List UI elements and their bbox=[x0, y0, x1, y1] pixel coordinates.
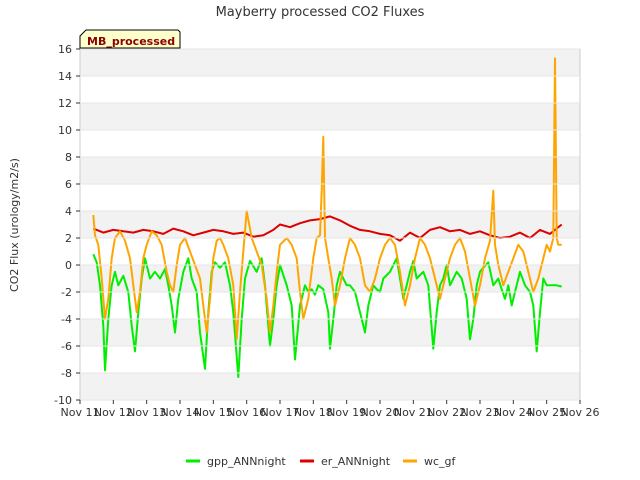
annotation-tag: MB_processed bbox=[79, 29, 181, 49]
x-tick-label: Nov 23 bbox=[461, 406, 500, 419]
x-tick-label: Nov 26 bbox=[561, 406, 600, 419]
y-tick-label: -4 bbox=[61, 313, 72, 326]
x-tick-label: Nov 19 bbox=[327, 406, 366, 419]
x-tick-label: Nov 11 bbox=[61, 406, 100, 419]
grid-band bbox=[80, 103, 580, 130]
annotation-text: MB_processed bbox=[87, 35, 175, 48]
y-tick-label: 10 bbox=[58, 124, 72, 137]
x-tick-label: Nov 17 bbox=[261, 406, 300, 419]
y-tick-label: 4 bbox=[65, 205, 72, 218]
y-tick-label: 14 bbox=[58, 70, 72, 83]
y-tick-label: -6 bbox=[61, 340, 72, 353]
x-tick-label: Nov 13 bbox=[127, 406, 166, 419]
y-axis-label: CO2 Flux (urology/m2/s) bbox=[8, 158, 21, 292]
legend-label-er_ANNnight: er_ANNnight bbox=[321, 455, 391, 468]
x-tick-label: Nov 20 bbox=[361, 406, 400, 419]
chart-title: Mayberry processed CO2 Fluxes bbox=[216, 5, 425, 20]
x-tick-label: Nov 15 bbox=[194, 406, 233, 419]
y-tick-label: 6 bbox=[65, 178, 72, 191]
grid-band bbox=[80, 373, 580, 400]
y-tick-label: 8 bbox=[65, 151, 72, 164]
legend-label-wc_gf: wc_gf bbox=[424, 455, 457, 468]
y-tick-label: 0 bbox=[65, 259, 72, 272]
y-tick-label: 2 bbox=[65, 232, 72, 245]
x-tick-label: Nov 22 bbox=[427, 406, 466, 419]
x-tick-label: Nov 21 bbox=[394, 406, 433, 419]
x-tick-label: Nov 14 bbox=[161, 406, 200, 419]
y-tick-label: 12 bbox=[58, 97, 72, 110]
x-tick-label: Nov 24 bbox=[494, 406, 533, 419]
x-tick-label: Nov 16 bbox=[227, 406, 266, 419]
legend: gpp_ANNnight er_ANNnight wc_gf bbox=[186, 455, 457, 468]
y-tick-label: 16 bbox=[58, 43, 72, 56]
x-tick-label: Nov 25 bbox=[527, 406, 566, 419]
x-tick-label: Nov 18 bbox=[294, 406, 333, 419]
series-line-wc_gf bbox=[92, 57, 562, 341]
x-tick-label: Nov 12 bbox=[94, 406, 133, 419]
y-tick-label: -2 bbox=[61, 286, 72, 299]
legend-label-gpp_ANNnight: gpp_ANNnight bbox=[207, 455, 286, 468]
y-tick-label: -8 bbox=[61, 367, 72, 380]
grid-band bbox=[80, 157, 580, 184]
annotation-box bbox=[79, 29, 181, 49]
y-tick-label: -10 bbox=[54, 394, 72, 407]
grid-band bbox=[80, 49, 580, 76]
